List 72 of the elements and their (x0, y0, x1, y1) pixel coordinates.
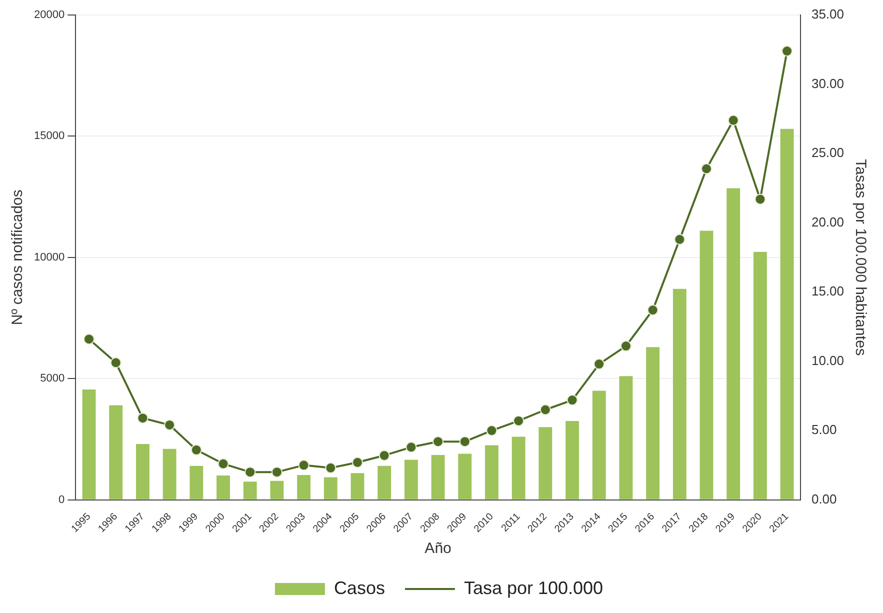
bar (619, 376, 633, 500)
bar (270, 480, 284, 500)
point (782, 46, 793, 57)
bar (297, 475, 311, 500)
y2-axis-title: Tasas por 100.000 habitantes (852, 158, 869, 356)
y-axis-title: Nº casos notificados (9, 190, 26, 326)
point (271, 466, 282, 478)
point (459, 436, 470, 448)
legend-label: Casos (334, 578, 385, 598)
bar (82, 389, 96, 500)
y2-tick-label: 15.00 (811, 284, 844, 299)
point (298, 460, 310, 471)
bar (646, 347, 660, 500)
bar (109, 405, 123, 500)
y2-tick-label: 20.00 (811, 214, 844, 230)
bar (404, 460, 418, 500)
y-tick-label: 10000 (34, 251, 65, 264)
y2-tick-label: 10.00 (811, 352, 844, 368)
y-tick-label: 20000 (34, 9, 65, 22)
bar (592, 390, 606, 500)
point (164, 419, 176, 430)
bar (136, 444, 150, 500)
point (137, 412, 148, 424)
point (701, 163, 712, 174)
bar (190, 466, 204, 500)
bar (700, 230, 714, 500)
y2-tick-label: 0.00 (811, 491, 837, 506)
bar (216, 476, 230, 500)
point (244, 466, 256, 478)
y-tick-label: 0 (58, 494, 65, 506)
bar (566, 421, 579, 500)
bar (485, 445, 498, 500)
point (647, 304, 658, 316)
bar (458, 454, 472, 500)
point (540, 404, 551, 416)
point (84, 334, 95, 345)
point (620, 340, 632, 352)
point (378, 450, 390, 461)
point (566, 394, 578, 406)
point (513, 415, 524, 426)
point (432, 436, 444, 448)
y2-tick-label: 30.00 (811, 76, 844, 91)
point (674, 234, 686, 245)
point (325, 462, 336, 474)
y2-tick-label: 25.00 (811, 145, 844, 160)
point (406, 442, 417, 453)
point (754, 194, 766, 205)
y2-tick-label: 35.00 (811, 6, 844, 22)
point (594, 358, 605, 370)
bar (672, 288, 686, 500)
point (218, 458, 229, 470)
point (110, 357, 122, 368)
bar (324, 477, 338, 500)
legend-label: Tasa por 100.000 (464, 578, 604, 598)
bar (726, 188, 740, 500)
bar (512, 436, 526, 500)
y-tick-label: 15000 (34, 130, 65, 142)
y-tick-label: 5000 (40, 372, 65, 385)
point (352, 456, 363, 468)
bar (753, 252, 767, 500)
y2-tick-label: 5.00 (811, 422, 837, 438)
bar (162, 448, 176, 500)
bar (243, 482, 257, 500)
bar (431, 454, 445, 500)
point (728, 114, 739, 126)
bar (350, 473, 364, 500)
point (486, 425, 498, 436)
bar (538, 427, 552, 500)
bar (780, 128, 794, 500)
bar (378, 466, 392, 500)
x-axis-title: Año (424, 540, 452, 558)
point (190, 444, 202, 456)
